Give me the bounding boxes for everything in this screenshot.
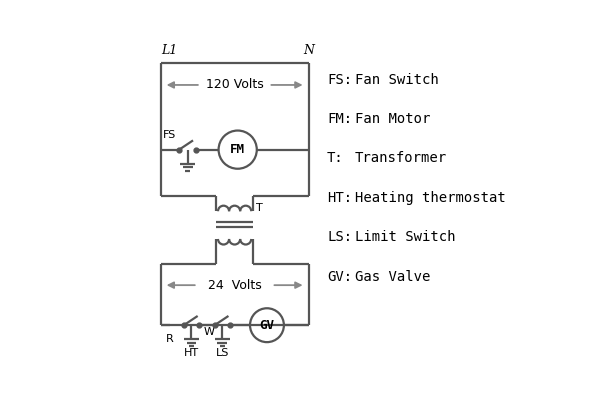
Text: FS:: FS:	[327, 73, 352, 87]
Text: LS:: LS:	[327, 230, 352, 244]
Text: FM: FM	[230, 143, 245, 156]
Text: 120 Volts: 120 Volts	[206, 78, 264, 92]
Text: L1: L1	[160, 44, 177, 57]
Text: N: N	[303, 44, 314, 57]
Text: Fan Switch: Fan Switch	[355, 73, 438, 87]
Text: FM:: FM:	[327, 112, 352, 126]
Text: GV:: GV:	[327, 270, 352, 284]
Text: Heating thermostat: Heating thermostat	[355, 191, 506, 205]
Text: T:: T:	[327, 152, 344, 166]
Text: Fan Motor: Fan Motor	[355, 112, 430, 126]
Text: T: T	[256, 203, 263, 213]
Text: HT:: HT:	[327, 191, 352, 205]
Text: Gas Valve: Gas Valve	[355, 270, 430, 284]
Text: R: R	[166, 334, 174, 344]
Text: GV: GV	[260, 319, 274, 332]
Text: HT: HT	[184, 348, 199, 358]
Text: W: W	[204, 327, 215, 337]
Text: 24  Volts: 24 Volts	[208, 279, 261, 292]
Text: Transformer: Transformer	[355, 152, 447, 166]
Text: FS: FS	[163, 130, 176, 140]
Text: LS: LS	[215, 348, 229, 358]
Text: Limit Switch: Limit Switch	[355, 230, 455, 244]
